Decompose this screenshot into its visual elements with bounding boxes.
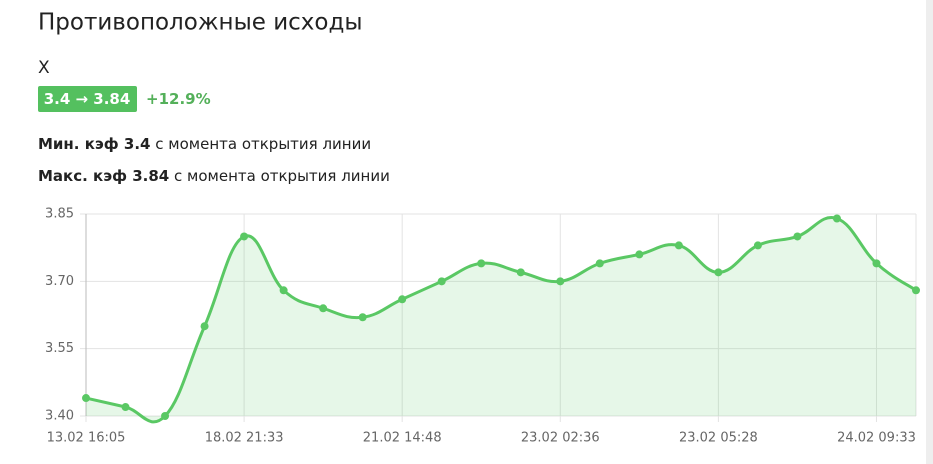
point bbox=[358, 313, 367, 322]
point bbox=[516, 268, 525, 277]
point bbox=[82, 394, 90, 403]
stat-label: Макс. кэф 3.84 bbox=[38, 167, 169, 185]
point bbox=[595, 259, 604, 268]
stat-text: с момента открытия линии bbox=[174, 167, 390, 185]
x-tick-label: 23.02 02:36 bbox=[521, 431, 600, 446]
point bbox=[161, 412, 170, 420]
y-tick-label: 3.40 bbox=[45, 409, 74, 424]
area bbox=[86, 217, 916, 422]
stat-text: с момента открытия линии bbox=[155, 135, 371, 153]
stat-max: Макс. кэф 3.84 с момента открытия линии bbox=[38, 167, 390, 185]
stat-label: Мин. кэф 3.4 bbox=[38, 135, 150, 153]
x-tick-label: 24.02 09:33 bbox=[837, 431, 916, 446]
point bbox=[477, 259, 486, 268]
change: +12.9% bbox=[146, 90, 211, 108]
point bbox=[319, 304, 328, 313]
point bbox=[635, 250, 644, 259]
x-tick-label: 13.02 16:05 bbox=[47, 431, 126, 446]
point bbox=[200, 322, 209, 331]
point bbox=[714, 268, 723, 277]
point bbox=[674, 241, 683, 250]
title: Противоположные исходы bbox=[38, 10, 363, 36]
point bbox=[279, 286, 288, 295]
point bbox=[912, 286, 920, 295]
point bbox=[753, 241, 762, 250]
point bbox=[872, 259, 881, 268]
plot: 3.40 3.55 3.70 3.85 13.02 16:05 18.02 21:33 21… bbox=[45, 207, 920, 446]
point bbox=[240, 232, 249, 241]
point bbox=[832, 214, 841, 223]
outcome: Х bbox=[38, 58, 50, 78]
y-tick-label: 3.85 bbox=[45, 207, 74, 222]
point bbox=[793, 232, 802, 241]
y-tick-label: 3.55 bbox=[45, 341, 74, 356]
x-tick-label: 23.02 05:28 bbox=[679, 431, 758, 446]
point bbox=[437, 277, 446, 286]
point bbox=[121, 403, 130, 412]
badge: 3.4 → 3.84 bbox=[44, 90, 131, 108]
x-tick-label: 21.02 14:48 bbox=[363, 431, 442, 446]
x-tick-label: 18.02 21:33 bbox=[205, 431, 284, 446]
scrollbar bbox=[926, 0, 933, 464]
point bbox=[556, 277, 565, 286]
point bbox=[398, 295, 407, 304]
y-tick-label: 3.70 bbox=[45, 274, 74, 289]
stat-min: Мин. кэф 3.4 с момента открытия линии bbox=[38, 135, 371, 153]
badge-bg bbox=[38, 86, 137, 112]
